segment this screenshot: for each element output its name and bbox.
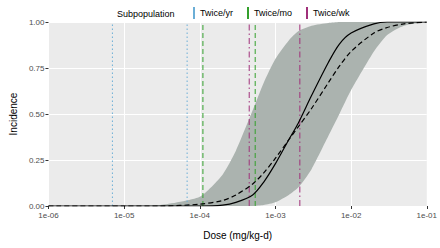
svg-text:1e-06: 1e-06: [38, 211, 59, 220]
svg-text:0.00: 0.00: [29, 202, 45, 211]
svg-text:0.25: 0.25: [29, 156, 45, 165]
svg-text:1e-05: 1e-05: [114, 211, 135, 220]
svg-text:Dose (mg/kg-d): Dose (mg/kg-d): [203, 230, 272, 241]
svg-text:1e-04: 1e-04: [190, 211, 211, 220]
svg-text:Incidence: Incidence: [8, 92, 19, 135]
svg-text:1e-02: 1e-02: [341, 211, 362, 220]
svg-text:1.00: 1.00: [29, 18, 45, 27]
svg-text:Subpopulation: Subpopulation: [117, 9, 175, 19]
svg-text:Twice/wk: Twice/wk: [313, 8, 350, 18]
svg-text:0.50: 0.50: [29, 110, 45, 119]
svg-text:Twice/yr: Twice/yr: [200, 8, 233, 18]
svg-text:0.75: 0.75: [29, 64, 45, 73]
svg-text:1e-01: 1e-01: [417, 211, 438, 220]
svg-text:1e-03: 1e-03: [265, 211, 286, 220]
svg-text:Twice/mo: Twice/mo: [254, 8, 292, 18]
